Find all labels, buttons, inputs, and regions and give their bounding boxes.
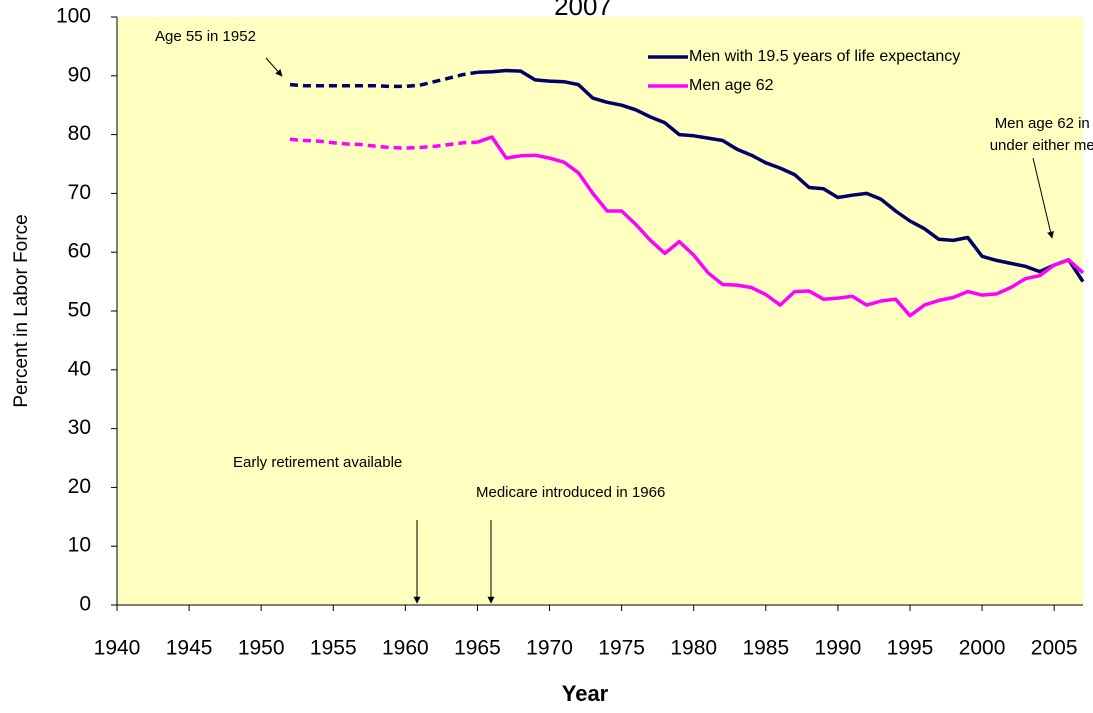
y-tick-label: 50: [68, 299, 91, 322]
plot-area: [117, 17, 1083, 605]
series-line: [289, 137, 478, 150]
x-axis-label: Year: [562, 681, 609, 706]
x-tick-label: 1950: [238, 637, 285, 660]
arrow: [1032, 157, 1054, 239]
y-tick-label: 40: [68, 357, 91, 380]
y-tick-label: 60: [68, 240, 91, 263]
annotation: Age 55 in 1952: [155, 28, 256, 45]
x-tick-label: 1980: [670, 637, 717, 660]
x-tick-label: 1990: [815, 637, 862, 660]
x-tick-label: 1995: [887, 637, 934, 660]
annotation: under either measure: [990, 137, 1093, 154]
annotation: Medicare introduced in 1966: [476, 484, 665, 501]
arrow: [265, 57, 283, 77]
x-tick-label: 1970: [526, 637, 573, 660]
x-tick-label: 1985: [742, 637, 789, 660]
y-axis-label: Percent in Labor Force: [11, 214, 32, 407]
legend-label: Men age 62: [689, 77, 774, 94]
series-line: [477, 68, 1085, 283]
chart-title: 2007: [554, 0, 612, 21]
x-tick-label: 2000: [959, 637, 1006, 660]
annotation: Early retirement available: [233, 454, 402, 471]
y-tick-label: 90: [68, 63, 91, 86]
x-tick-label: 1940: [94, 637, 141, 660]
x-tick-label: 1975: [598, 637, 645, 660]
legend-label: Men with 19.5 years of life expectancy: [689, 48, 960, 65]
x-tick-label: 1945: [166, 637, 213, 660]
series-line: [476, 135, 1085, 318]
annotation: Men age 62 in 2005: [995, 115, 1093, 132]
y-tick-label: 30: [68, 416, 91, 439]
y-tick-label: 20: [68, 475, 91, 498]
y-tick-label: 10: [68, 534, 91, 557]
y-tick-label: 80: [68, 122, 91, 145]
y-tick-label: 70: [68, 181, 91, 204]
x-tick-label: 1955: [310, 637, 357, 660]
y-tick-label: 100: [56, 5, 91, 28]
x-tick-label: 1965: [454, 637, 501, 660]
x-tick-label: 1960: [382, 637, 429, 660]
x-tick-label: 2005: [1031, 637, 1078, 660]
y-tick-label: 0: [79, 593, 91, 616]
series-line: [289, 70, 478, 89]
